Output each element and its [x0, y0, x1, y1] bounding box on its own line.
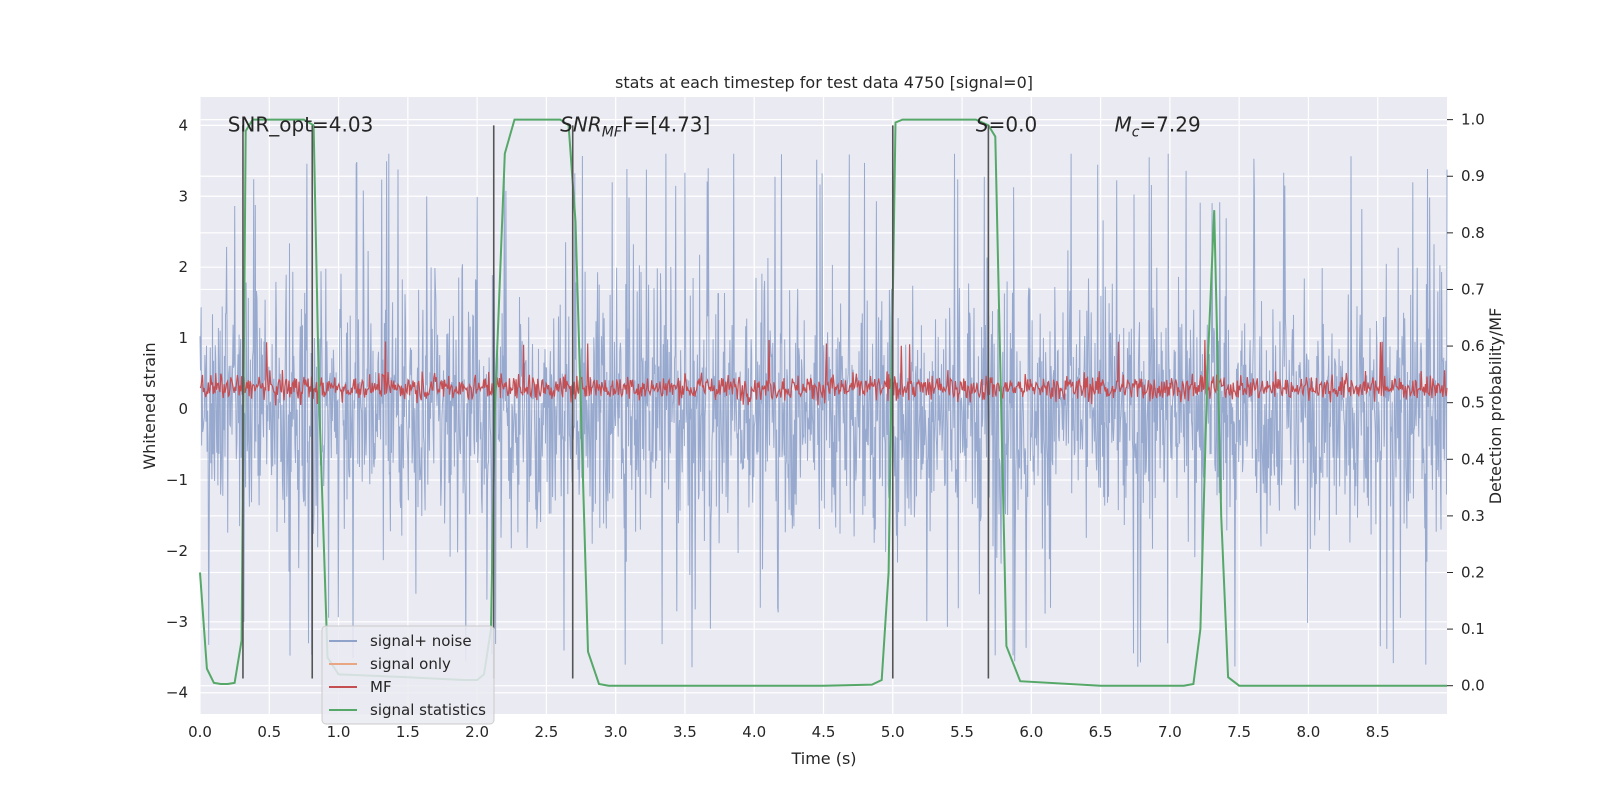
annotation-1: SNRMFF=[4.73]: [560, 112, 710, 140]
x-tick-label: 1.5: [396, 723, 420, 741]
x-tick-label: 8.0: [1297, 723, 1321, 741]
annotation-rest: =7.29: [1139, 112, 1200, 136]
left-y-axis-label: Whitened strain: [140, 342, 159, 469]
x-tick-label: 2.5: [534, 723, 558, 741]
left-y-tick-label: 1: [178, 329, 188, 347]
signal-noise-line: [199, 153, 1448, 668]
annotation-3: Mc=7.29: [1114, 112, 1200, 140]
x-tick-label: 5.5: [950, 723, 974, 741]
annotations: SNR_opt=4.03 SNRMFF=[4.73] S=0.0 Mc=7.29: [228, 112, 1201, 140]
annotation-0: SNR_opt=4.03: [228, 112, 374, 136]
x-tick-label: 7.5: [1227, 723, 1251, 741]
x-tick-label: 3.0: [604, 723, 628, 741]
right-y-tick-label: 0.9: [1461, 167, 1485, 185]
annotation-sub: MF: [602, 124, 623, 140]
legend-entry: signal only: [370, 655, 451, 673]
x-tick-label: 4.5: [812, 723, 836, 741]
left-y-tick-label: −3: [166, 613, 188, 631]
x-tick-label: 0.5: [257, 723, 281, 741]
x-tick-label: 3.5: [673, 723, 697, 741]
x-tick-label: 2.0: [465, 723, 489, 741]
x-tick-label: 8.5: [1366, 723, 1390, 741]
annotation-rest: =0.0: [989, 112, 1038, 136]
right-y-tick-label: 0.4: [1461, 450, 1485, 468]
left-y-tick-labels: 4 3 2 1 0 −1 −2 −3 −4: [166, 116, 188, 701]
left-y-tick-label: 4: [178, 116, 188, 134]
right-y-tick-label: 0.5: [1461, 394, 1485, 412]
right-y-tick-label: 0.3: [1461, 507, 1485, 525]
right-y-tick-label: 0.0: [1461, 677, 1485, 695]
annotation-2: S=0.0: [976, 112, 1037, 136]
legend-box: [321, 625, 495, 725]
annotation-sub: c: [1132, 124, 1140, 140]
signal-noise-series: [199, 153, 1448, 668]
right-y-axis-label: Detection probability/MF: [1486, 308, 1505, 505]
right-y-tick-label: 0.8: [1461, 224, 1485, 242]
legend: signal+ noise signal only MF signal statist…: [321, 625, 495, 725]
x-tick-label: 7.0: [1158, 723, 1182, 741]
annotation-rest: F=[4.73]: [622, 112, 710, 136]
mf-series: [199, 339, 1448, 406]
legend-entry: MF: [370, 678, 392, 696]
right-y-tick-label: 1.0: [1461, 111, 1485, 129]
left-y-tick-label: 3: [178, 187, 188, 205]
annotation-main: M: [1114, 112, 1131, 136]
left-y-tick-label: −2: [166, 542, 188, 560]
right-y-tick-label: 0.7: [1461, 280, 1485, 298]
right-y-tick-label: 0.1: [1461, 620, 1485, 638]
legend-entry: signal+ noise: [370, 632, 472, 650]
vertical-markers: [242, 125, 990, 679]
left-y-tick-label: 0: [178, 400, 188, 418]
x-tick-label: 4.0: [742, 723, 766, 741]
left-y-tick-label: −1: [166, 471, 188, 489]
x-tick-label: 5.0: [881, 723, 905, 741]
right-y-tick-labels: 1.0 0.9 0.8 0.7 0.6 0.5 0.4 0.3 0.2 0.1 0.0: [1447, 111, 1485, 695]
annotation-main: S: [976, 112, 989, 136]
x-tick-labels: 0.0 0.5 1.0 1.5 2.0 2.5 3.0 3.5 4.0 4.5 5.0 5.5 6.0 6…: [188, 723, 1390, 741]
x-tick-label: 6.0: [1019, 723, 1043, 741]
x-axis-label: Time (s): [790, 749, 856, 768]
legend-entry: signal statistics: [370, 701, 486, 719]
right-y-tick-label: 0.6: [1461, 337, 1485, 355]
left-y-tick-label: −4: [166, 684, 188, 702]
annotation-main: SNR: [560, 112, 602, 136]
mf-line: [199, 339, 1448, 406]
right-y-tick-label: 0.2: [1461, 563, 1485, 581]
x-tick-label: 6.5: [1089, 723, 1113, 741]
left-y-tick-label: 2: [178, 258, 188, 276]
x-tick-label: 0.0: [188, 723, 212, 741]
x-tick-label: 1.0: [327, 723, 351, 741]
chart-title: stats at each timestep for test data 475…: [615, 73, 1033, 92]
